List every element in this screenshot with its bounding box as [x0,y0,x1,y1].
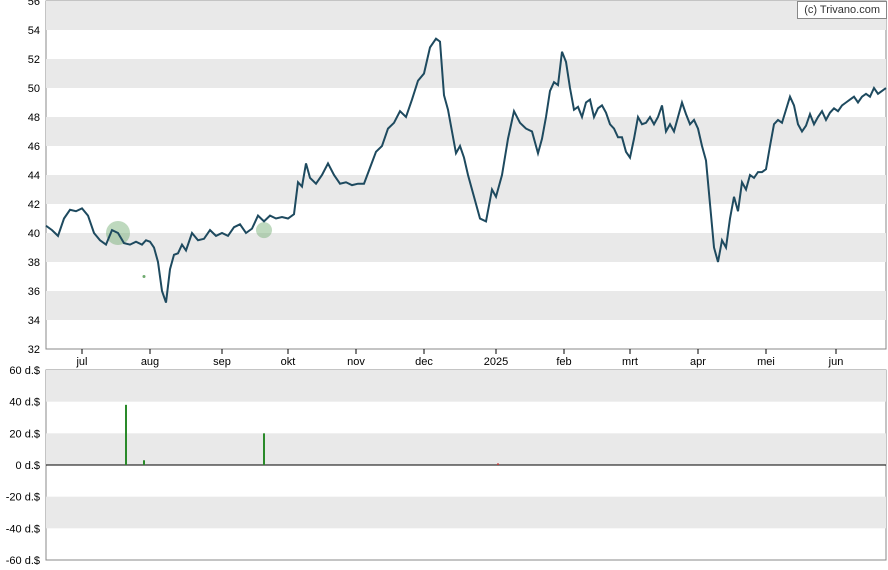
small-marker [143,275,146,278]
x-tick-label: feb [556,356,571,368]
y-tick-label: 44 [28,170,40,182]
x-tick-label: jun [828,356,844,368]
y-tick-label: 48 [28,112,40,124]
y-tick-label: 0 d.$ [16,460,40,472]
y-tick-label: 36 [28,286,40,298]
y-tick-label: 60 d.$ [9,365,40,377]
event-marker [256,222,272,238]
x-tick-label: 2025 [484,356,508,368]
y-tick-label: 54 [28,25,40,37]
y-tick-label: -20 d.$ [6,492,40,504]
y-tick-label: 32 [28,344,40,356]
x-tick-label: nov [347,356,365,368]
y-tick-label: 20 d.$ [9,428,40,440]
x-tick-label: aug [141,356,159,368]
chart-svg: 32 34 36 38 40 42 44 46 48 50 52 54 56 jul aug sep okt no… [0,0,888,565]
y-tick-label: 56 [28,0,40,8]
x-tick-label: mei [757,356,775,368]
x-tick-label: mrt [622,356,638,368]
y-tick-label: 50 [28,83,40,95]
y-tick-label: 38 [28,257,40,269]
y-tick-label: 42 [28,199,40,211]
x-tick-label: apr [690,356,706,368]
y-tick-label: -60 d.$ [6,555,40,565]
x-tick-label: jul [75,356,87,368]
y-tick-label: 52 [28,54,40,66]
y-tick-label: 34 [28,315,40,327]
x-tick-label: dec [415,356,433,368]
x-tick-label: sep [213,356,231,368]
chart-container: (c) Trivano.com 32 34 36 38 40 42 44 46 48 50 52 54… [0,0,888,565]
y-tick-label: 40 [28,228,40,240]
x-tick-label: okt [281,356,296,368]
y-tick-label: 40 d.$ [9,397,40,409]
y-tick-label: 46 [28,141,40,153]
y-tick-label: -40 d.$ [6,523,40,535]
credit-label: (c) Trivano.com [797,1,887,19]
